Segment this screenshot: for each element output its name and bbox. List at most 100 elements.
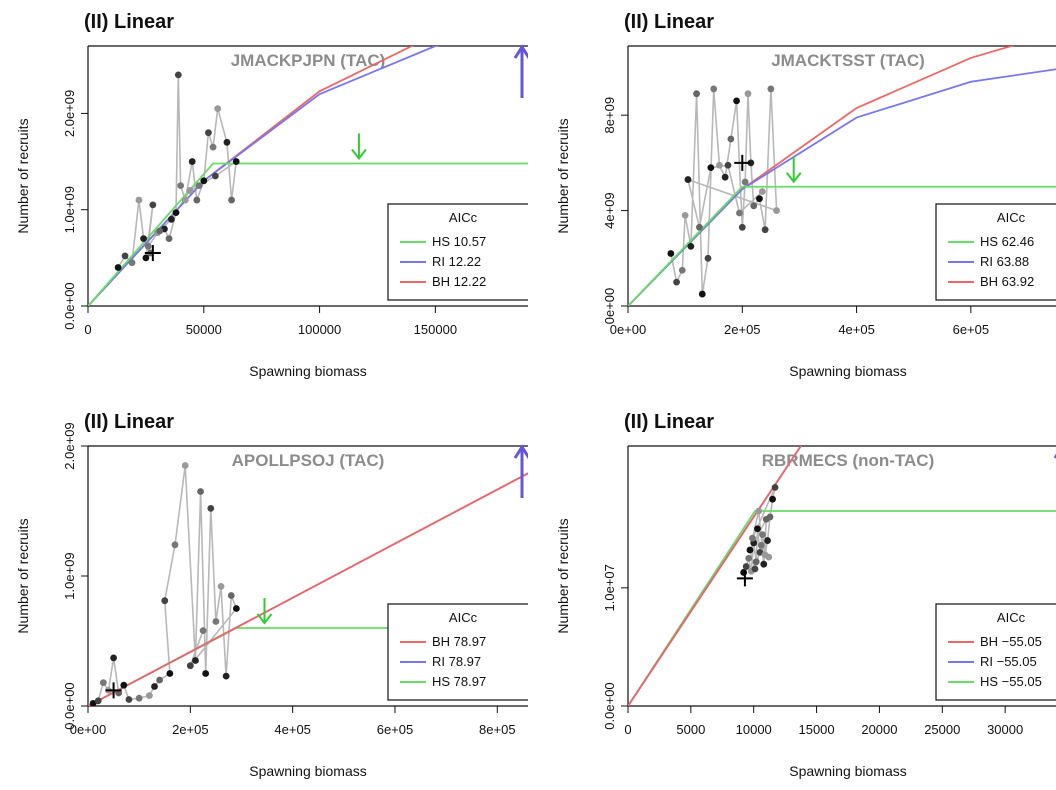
observation-point bbox=[181, 462, 189, 469]
observation-point bbox=[193, 196, 201, 204]
observation-point bbox=[752, 558, 760, 566]
observation-point bbox=[667, 250, 675, 257]
observation-point bbox=[754, 525, 761, 533]
observation-point bbox=[678, 266, 686, 274]
plot-area bbox=[628, 46, 1056, 306]
observation-point bbox=[767, 85, 775, 93]
observation-trajectory bbox=[670, 88, 778, 295]
observation-point bbox=[217, 583, 225, 590]
y-tick-label: 1.0e+09 bbox=[62, 552, 77, 599]
observation-point bbox=[693, 90, 700, 98]
chart-svg: (II) Linear APOLLPSOJ (TAC) 0e+00 2e+05 4e+0… bbox=[15, 411, 528, 779]
observation-trajectory bbox=[742, 487, 776, 573]
observation-point bbox=[209, 143, 217, 151]
x-tick-label: 4e+05 bbox=[274, 722, 311, 737]
observation-point bbox=[750, 202, 758, 210]
observation-point bbox=[212, 618, 220, 625]
observation-point bbox=[200, 177, 208, 185]
observation-point bbox=[707, 164, 715, 172]
y-tick-label: 2.0e+09 bbox=[62, 422, 77, 469]
y-tick-label: 0e+00 bbox=[602, 288, 617, 325]
observation-point bbox=[746, 546, 754, 554]
legend-entry: RI 78.97 bbox=[432, 654, 481, 669]
stock-label: JMACKPJPN (TAC) bbox=[231, 51, 386, 70]
plot-area bbox=[628, 446, 1056, 706]
observation-point bbox=[764, 537, 771, 544]
plot-area bbox=[88, 46, 528, 306]
observation-point bbox=[171, 541, 179, 549]
x-tick-label: 0 bbox=[84, 322, 91, 337]
x-tick-label: 100000 bbox=[298, 322, 341, 337]
legend-entry: RI 63.88 bbox=[980, 254, 1029, 269]
x-tick-label: 150000 bbox=[414, 322, 457, 337]
plot-area bbox=[88, 462, 528, 706]
x-tick-label: 0e+00 bbox=[70, 722, 107, 737]
x-tick-label: 50000 bbox=[186, 322, 222, 337]
legend: AICc BH 78.97 RI 78.97 HS 78.97 bbox=[387, 603, 528, 701]
observation-point bbox=[736, 209, 743, 217]
observation-point bbox=[698, 290, 706, 298]
y-axis-label: Number of recruits bbox=[15, 118, 31, 233]
x-axis-label: Spawning biomass bbox=[789, 763, 907, 779]
panel-title: (II) Linear bbox=[84, 411, 174, 433]
observation-point bbox=[89, 700, 97, 706]
x-axis-label: Spawning biomass bbox=[789, 363, 907, 379]
observation-point bbox=[207, 505, 215, 512]
fit-line-hs bbox=[628, 185, 1056, 306]
x-axis-label: Spawning biomass bbox=[249, 363, 367, 379]
observation-point bbox=[202, 670, 210, 677]
observation-point bbox=[186, 662, 194, 670]
legend-title: AICc bbox=[449, 210, 478, 225]
observation-point bbox=[756, 195, 763, 203]
legend-entry: HS 62.46 bbox=[980, 234, 1034, 249]
observation-point bbox=[110, 654, 117, 662]
observation-point bbox=[721, 173, 729, 181]
observation-point bbox=[144, 242, 152, 250]
observation-point bbox=[177, 182, 185, 190]
observation-point bbox=[758, 188, 766, 195]
observation-point bbox=[161, 597, 169, 605]
offscale-arrow-head bbox=[513, 444, 528, 459]
observation-point bbox=[192, 657, 199, 664]
observation-point bbox=[156, 676, 164, 684]
observation-point bbox=[114, 264, 122, 271]
observation-point bbox=[197, 488, 204, 495]
observation-point bbox=[742, 563, 750, 570]
fit-line-bh bbox=[88, 472, 528, 706]
observation-point bbox=[760, 560, 768, 568]
observation-point bbox=[120, 681, 128, 689]
legend-entry: BH 63.92 bbox=[980, 274, 1034, 289]
observation-point bbox=[759, 531, 766, 539]
panel-title: (II) Linear bbox=[624, 11, 714, 33]
x-tick-label: 15000 bbox=[798, 722, 834, 737]
observation-point bbox=[195, 182, 203, 190]
y-axis-label: Number of recruits bbox=[15, 518, 31, 633]
observation-point bbox=[149, 201, 157, 209]
chart-svg: (II) Linear RBRMECS (non-TAC) 0 5000 10000 15… bbox=[555, 411, 1056, 779]
x-tick-label: 5000 bbox=[676, 722, 705, 737]
stock-label: RBRMECS (non-TAC) bbox=[762, 451, 934, 470]
legend-entry: HS 10.57 bbox=[432, 234, 486, 249]
x-tick-label: 0 bbox=[624, 722, 631, 737]
observation-point bbox=[684, 176, 692, 183]
stock-label: APOLLPSOJ (TAC) bbox=[232, 451, 385, 470]
observation-point bbox=[716, 161, 723, 169]
observation-point bbox=[704, 254, 712, 262]
x-tick-label: 4e+05 bbox=[838, 322, 875, 337]
panel-apollpsoj: (II) Linear APOLLPSOJ (TAC) 0e+00 2e+05 4e+0… bbox=[0, 400, 528, 790]
panel-jmacktsst: (II) Linear JMACKTSST (TAC) 0e+00 2e+05 4e+0… bbox=[540, 0, 1056, 390]
x-tick-label: 6e+05 bbox=[953, 322, 990, 337]
breakpoint-arrow-head bbox=[256, 613, 273, 625]
observation-point bbox=[733, 97, 740, 105]
observation-point bbox=[156, 227, 164, 235]
fit-line-bh bbox=[628, 446, 802, 706]
y-tick-label: 1.0e+09 bbox=[62, 186, 77, 233]
observation-point bbox=[166, 670, 174, 677]
panel-rbrmecs: (II) Linear RBRMECS (non-TAC) 0 5000 10000 15… bbox=[540, 400, 1056, 790]
observation-point bbox=[673, 278, 680, 286]
observation-point bbox=[214, 105, 222, 112]
x-tick-label: 10000 bbox=[736, 722, 772, 737]
legend-title: AICc bbox=[997, 610, 1026, 625]
observation-point bbox=[99, 679, 107, 686]
y-tick-label: 2.0e+09 bbox=[62, 90, 77, 137]
